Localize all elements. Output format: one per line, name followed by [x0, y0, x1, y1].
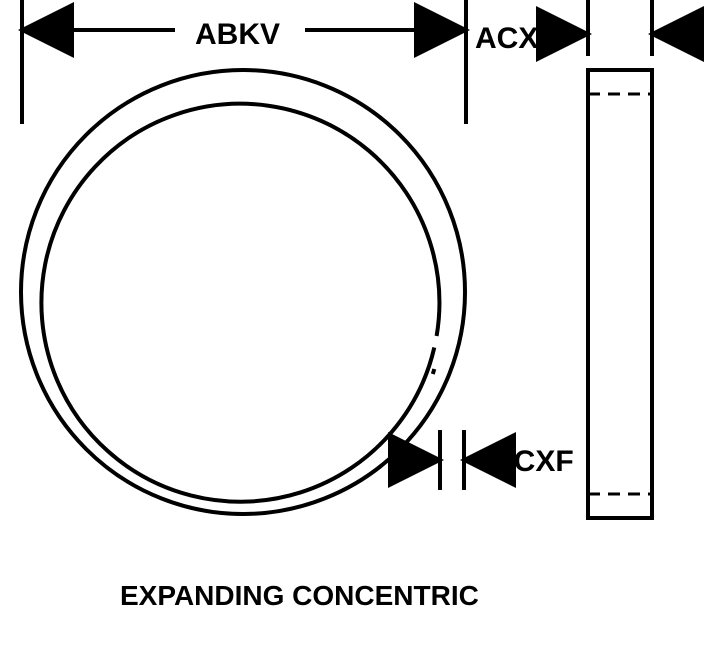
label-acxj: ACXJ — [475, 22, 555, 56]
label-abkv: ABKV — [195, 18, 280, 52]
outer-circle — [21, 70, 465, 514]
dimension-acxf — [410, 430, 488, 490]
side-view-rect — [588, 70, 652, 518]
label-acxf: ACXF — [492, 445, 574, 479]
dimension-acxj — [560, 0, 680, 56]
technical-diagram — [0, 0, 724, 664]
inner-circle — [41, 104, 439, 502]
diagram-title: EXPANDING CONCENTRIC — [120, 580, 479, 612]
